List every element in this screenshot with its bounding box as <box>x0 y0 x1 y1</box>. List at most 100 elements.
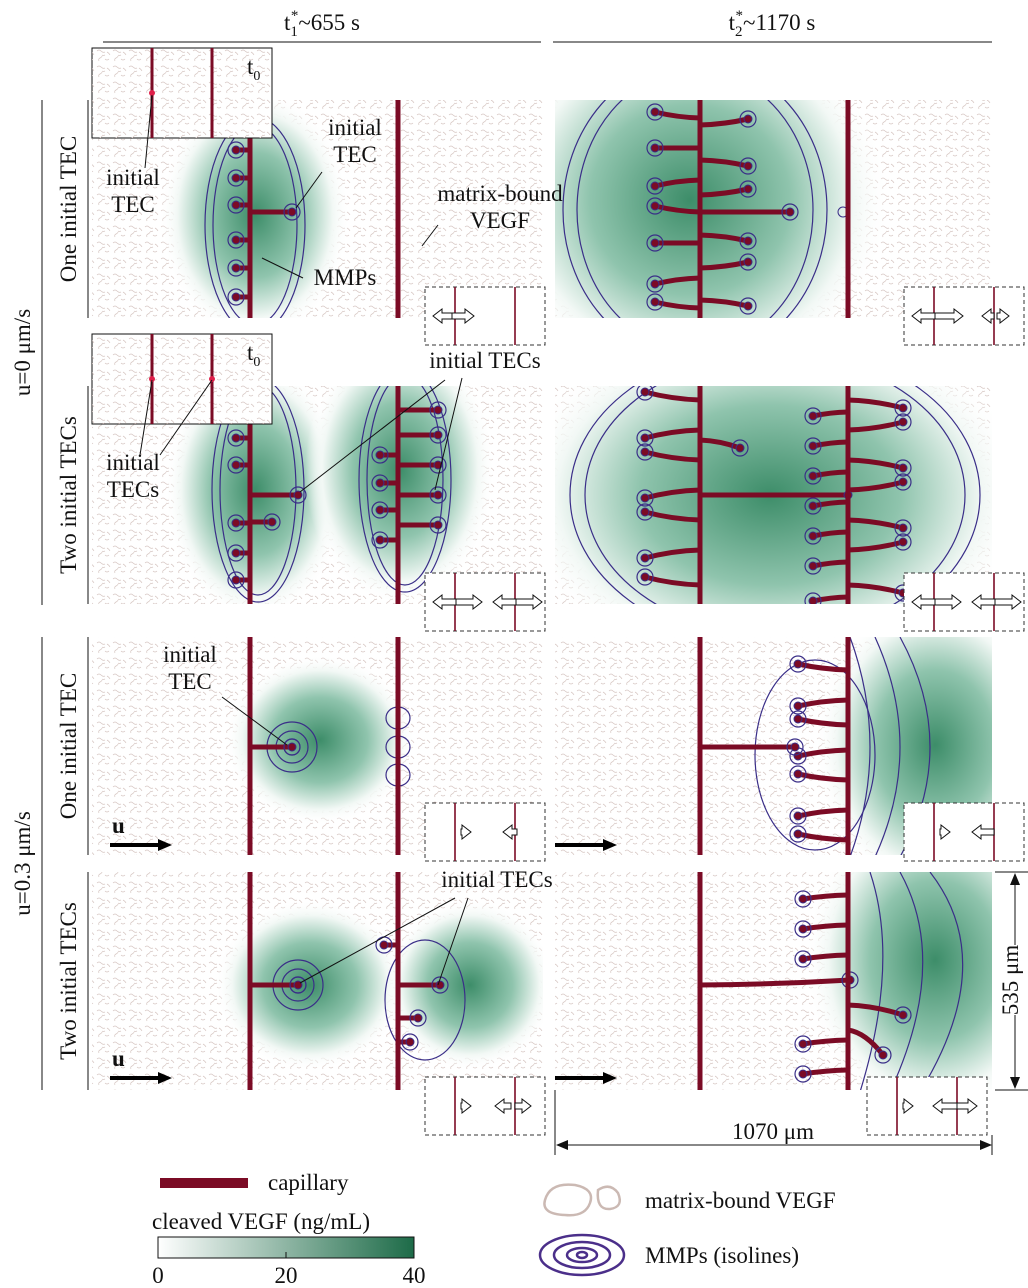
tip-cell <box>232 236 240 244</box>
tip-cell <box>794 770 802 778</box>
tip-cell <box>232 519 240 527</box>
header-sup: * <box>291 8 299 24</box>
tip-cell <box>651 239 659 247</box>
tip-cell <box>376 451 384 459</box>
page: Sprouting figure {"header":{"columns":[{… <box>0 0 1028 1288</box>
colorbar-tick-label: 40 <box>403 1263 426 1288</box>
tip-cell <box>809 412 817 420</box>
tip-cell <box>376 479 384 487</box>
column-header: t2*~1170 s <box>729 8 816 40</box>
annotation: MMPs <box>314 265 377 290</box>
tip-cell <box>786 208 794 216</box>
tip-cell <box>434 491 442 499</box>
tip-cell <box>651 298 659 306</box>
tip-cell <box>232 201 240 209</box>
tip-cell <box>809 562 817 570</box>
tip-cell <box>288 208 296 216</box>
tip-cell <box>641 554 649 562</box>
tip-cell <box>809 532 817 540</box>
tip-cell <box>434 431 442 439</box>
schematic-box <box>425 803 545 861</box>
inset-tec <box>209 376 215 382</box>
colorbar-tick-label: 20 <box>275 1263 298 1288</box>
row-label: Two initial TECs <box>56 902 81 1060</box>
tip-cell <box>736 444 744 452</box>
tip-cell <box>414 1014 422 1022</box>
row-label: Two initial TECs <box>56 416 81 574</box>
panel <box>92 867 555 1095</box>
colorbar-title: cleaved VEGF (ng/mL) <box>152 1209 370 1234</box>
tip-cell <box>232 461 240 469</box>
tip-cell <box>899 1011 907 1019</box>
annotation: TECs <box>107 477 159 502</box>
tip-cell <box>376 506 384 514</box>
tip-cell <box>899 524 907 532</box>
tip-cell <box>232 174 240 182</box>
tip-cell <box>794 812 802 820</box>
tip-cell <box>641 388 649 396</box>
annotation: initial TECs <box>441 867 552 892</box>
header-sub: 2 <box>735 24 743 40</box>
header-rest: ~655 s <box>298 10 360 35</box>
row-label: One initial TEC <box>56 136 81 283</box>
tip-cell <box>809 597 817 605</box>
dimension-label: 1070 μm <box>732 1119 814 1144</box>
tip-cell <box>744 185 752 193</box>
tip-cell <box>744 162 752 170</box>
tip-cell <box>268 518 276 526</box>
tip-cell <box>744 258 752 266</box>
tip-cell <box>288 743 296 751</box>
tip-cell <box>376 536 384 544</box>
tip-cell <box>799 895 807 903</box>
row-label: One initial TEC <box>56 673 81 820</box>
cleaved-vegf <box>215 900 405 1070</box>
tip-cell <box>794 660 802 668</box>
figure: t1*~655 st2*~1170 su=0 μm/sOne initial T… <box>0 0 1028 1288</box>
column-header: t1*~655 s <box>284 8 360 40</box>
flow-label: u <box>112 1046 125 1071</box>
tip-cell <box>899 418 907 426</box>
header-rest: ~1170 s <box>743 10 815 35</box>
tip-cell <box>651 202 659 210</box>
tip-cell <box>651 108 659 116</box>
annotation: matrix-bound <box>437 181 563 206</box>
annotation: initial <box>106 165 160 190</box>
tip-cell <box>809 472 817 480</box>
tip-cell <box>879 1051 887 1059</box>
annotation: TEC <box>168 669 211 694</box>
legend-label: MMPs (isolines) <box>645 1243 799 1268</box>
tip-cell <box>799 1070 807 1078</box>
tip-cell <box>434 521 442 529</box>
tip-cell <box>641 494 649 502</box>
schematic-box <box>904 803 1024 861</box>
cleaved-vegf <box>225 655 415 825</box>
annotation: initial <box>106 450 160 475</box>
annotation: VEGF <box>470 208 530 233</box>
group-label: u=0.3 μm/s <box>10 811 35 916</box>
tip-cell <box>744 302 752 310</box>
tip-cell <box>232 434 240 442</box>
annotation: TEC <box>333 142 376 167</box>
annotation: initial <box>328 115 382 140</box>
inset-sub: 0 <box>253 69 260 84</box>
tip-cell <box>406 1038 414 1046</box>
header-sub: 1 <box>290 24 298 40</box>
legend-matrix-icon <box>544 1185 619 1216</box>
tip-cell <box>641 434 649 442</box>
tip-cell <box>899 404 907 412</box>
tip-cell <box>799 955 807 963</box>
annotation: TEC <box>111 192 154 217</box>
tip-cell <box>799 1040 807 1048</box>
legend-mmp-icon <box>567 1248 597 1262</box>
dimension-label: 535 μm <box>998 945 1023 1016</box>
tip-cell <box>641 573 649 581</box>
tip-cell <box>232 576 240 584</box>
header-sup: * <box>736 8 744 24</box>
tip-cell <box>809 442 817 450</box>
tip-cell <box>744 115 752 123</box>
tip-cell <box>232 549 240 557</box>
legend-mmp-icon <box>554 1242 610 1268</box>
tip-cell <box>436 981 444 989</box>
tip-cell <box>744 237 752 245</box>
tip-cell <box>809 502 817 510</box>
